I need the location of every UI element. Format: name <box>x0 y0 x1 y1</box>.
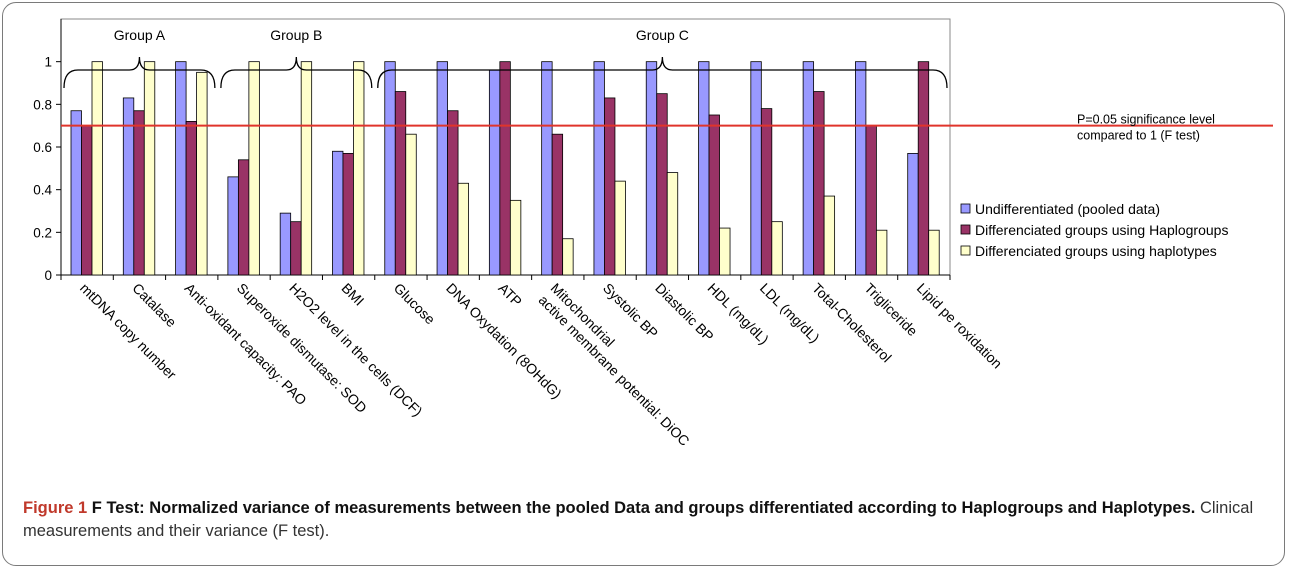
bar-2 <box>133 110 145 276</box>
bar-1 <box>279 212 292 276</box>
bar-3 <box>196 71 208 276</box>
bar-1 <box>698 61 710 276</box>
bar-1 <box>541 61 553 276</box>
y-tick-label: 0 <box>44 268 52 283</box>
bar-2 <box>394 91 407 276</box>
bar-2 <box>917 61 930 276</box>
bar-1 <box>332 150 344 276</box>
group-brace <box>377 56 948 89</box>
y-tick-label: 0.6 <box>33 140 52 155</box>
y-tick-label: 0.8 <box>33 97 52 112</box>
bar-3 <box>719 227 731 276</box>
bar-2 <box>760 108 773 276</box>
legend-label: Differenciated groups using Haplogroups <box>975 222 1228 238</box>
group-label: Group A <box>114 27 166 43</box>
significance-label: P=0.05 significance level compared to 1 (… <box>1077 113 1215 143</box>
bar-3 <box>562 238 574 276</box>
group-label: Group C <box>636 27 689 43</box>
bar-1 <box>70 110 82 276</box>
bar-2 <box>447 110 459 276</box>
bar-3 <box>300 61 313 276</box>
y-tick-label: 1 <box>44 55 52 70</box>
bar-1 <box>122 97 135 276</box>
bar-1 <box>802 61 815 276</box>
bar-1 <box>750 61 762 276</box>
legend-label: Differenciated groups using haplotypes <box>975 243 1217 259</box>
category-label: BMI <box>338 280 367 309</box>
legend-swatch <box>960 203 971 214</box>
bar-3 <box>614 180 626 276</box>
group-brace <box>63 56 216 89</box>
bar-2 <box>499 61 511 276</box>
bar-1 <box>488 69 501 276</box>
caption-figure-label: Figure 1 <box>23 499 88 517</box>
bar-1 <box>227 176 239 276</box>
y-tick-label: 0.2 <box>33 225 52 240</box>
bar-3 <box>91 61 103 276</box>
variance-bar-chart: 0 0.2 0.4 0.6 0.8 1 P=0.05 significance level c… <box>33 18 1273 449</box>
bar-2 <box>237 159 250 276</box>
bar-2 <box>813 91 825 276</box>
bar-3 <box>248 61 260 276</box>
bar-3 <box>353 61 365 276</box>
legend-label: Undifferentiated (pooled data) <box>975 201 1160 217</box>
bar-1 <box>436 61 448 276</box>
legend-swatch <box>960 245 971 256</box>
bar-2 <box>604 97 616 276</box>
bar-3 <box>405 133 417 276</box>
bar-1 <box>645 61 658 276</box>
category-label: Lipid pe roxidation <box>914 280 1006 372</box>
bar-2 <box>185 121 197 276</box>
bar-1 <box>907 152 919 276</box>
bar-2 <box>865 125 877 276</box>
bar-2 <box>708 114 720 276</box>
bar-3 <box>666 172 679 276</box>
bar-2 <box>81 125 93 276</box>
y-tick-label: 0.4 <box>33 183 52 198</box>
bar-3 <box>143 61 156 276</box>
category-label: Glucose <box>391 280 439 328</box>
caption-description: Clinical measurements and their variance… <box>23 499 1254 540</box>
caption-title: F Test: Normalized variance of measureme… <box>91 499 1196 517</box>
bar-1 <box>175 61 187 276</box>
bar-3 <box>876 229 888 276</box>
category-label: ATP <box>495 280 525 310</box>
bar-2 <box>551 133 564 276</box>
figure-caption: Figure 1 F Test: Normalized variance of … <box>23 497 1278 543</box>
bar-3 <box>823 195 836 276</box>
legend-swatch <box>960 224 971 235</box>
bar-1 <box>593 61 605 276</box>
bar-3 <box>509 199 522 276</box>
bar-3 <box>928 229 940 276</box>
bar-2 <box>656 93 668 276</box>
bar-2 <box>342 152 354 276</box>
category-label: Catalase <box>129 280 180 331</box>
bar-3 <box>457 182 469 276</box>
bar-2 <box>290 221 302 276</box>
group-brace <box>220 56 373 89</box>
category-label: mtDNA copy number <box>77 280 180 383</box>
bar-1 <box>384 61 396 276</box>
bar-1 <box>855 61 867 276</box>
bar-3 <box>771 221 783 276</box>
group-label: Group B <box>270 27 322 43</box>
